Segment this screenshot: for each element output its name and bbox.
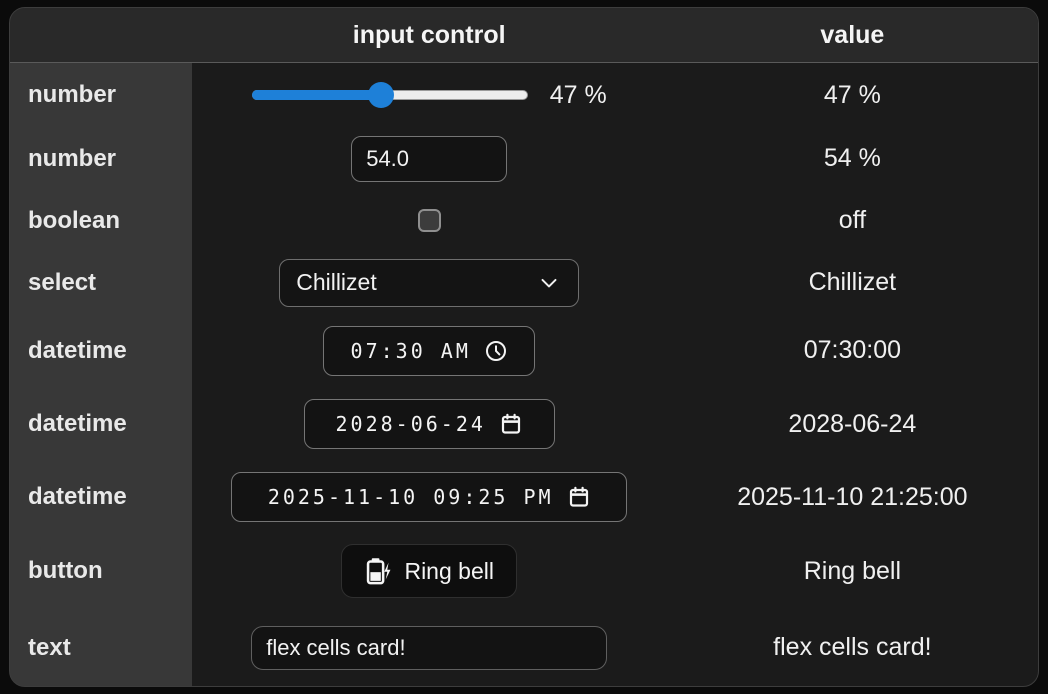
battery-charging-icon	[364, 557, 393, 585]
control-cell: 2028-06-24	[192, 387, 667, 461]
clock-icon[interactable]	[484, 339, 508, 363]
entities-card: input control value number 47 % 47 % num…	[9, 7, 1039, 687]
ring-bell-button[interactable]: Ring bell	[341, 544, 517, 598]
control-cell	[192, 127, 667, 190]
number-input[interactable]	[351, 135, 508, 182]
control-cell: 07:30 AM	[192, 314, 667, 387]
row-label: number	[28, 81, 117, 108]
row-label: button	[28, 557, 103, 584]
text-input[interactable]	[251, 625, 608, 670]
ring-bell-button-label: Ring bell	[404, 557, 494, 584]
date-input[interactable]: 2028-06-24	[303, 399, 555, 449]
calendar-icon[interactable]	[567, 485, 591, 509]
row-label: datetime	[28, 336, 127, 364]
slider-fill	[251, 90, 382, 100]
row-label: number	[28, 144, 117, 172]
control-cell	[192, 190, 667, 251]
control-cell: 47 %	[192, 63, 667, 127]
slider-group: 47 %	[251, 80, 607, 110]
column-header-input-control: input control	[352, 20, 506, 49]
value-cell: Chillizet	[808, 268, 897, 296]
slider-thumb[interactable]	[368, 82, 395, 108]
datetime-input-value: 2025-11-10 09:25 PM	[267, 485, 554, 509]
table-row: boolean off	[10, 190, 1038, 251]
control-cell: Ring bell	[192, 533, 667, 609]
chevron-down-icon	[536, 270, 562, 296]
value-cell: Ring bell	[803, 556, 901, 585]
table-body: number 47 % 47 % number 54 %	[10, 63, 1038, 686]
table-row: datetime 07:30 AM 07:30:00	[10, 314, 1038, 387]
value-cell: 47 %	[823, 80, 881, 109]
row-label: boolean	[28, 206, 121, 234]
select-selected-value: Chillizet	[296, 269, 377, 295]
checkbox[interactable]	[417, 209, 441, 232]
table-row: datetime 2028-06-24 2028-06-24	[10, 387, 1038, 461]
table-row: datetime 2025-11-10 09:25 PM 2025-11-10 …	[10, 461, 1038, 533]
value-cell: 2028-06-24	[788, 409, 917, 438]
row-label: text	[28, 633, 71, 661]
table-row: number 54 %	[10, 127, 1038, 190]
row-label: datetime	[28, 483, 127, 510]
table-row: button Ring bell Ring bell	[10, 533, 1038, 609]
row-label: datetime	[28, 410, 127, 437]
slider[interactable]	[251, 82, 528, 108]
calendar-icon[interactable]	[499, 412, 523, 436]
value-cell: 2025-11-10 21:25:00	[737, 482, 968, 511]
time-input[interactable]: 07:30 AM	[323, 325, 536, 376]
column-header-value: value	[820, 20, 885, 49]
control-cell: 2025-11-10 09:25 PM	[192, 461, 667, 533]
control-cell: Chillizet	[192, 251, 667, 314]
select-dropdown[interactable]: Chillizet	[279, 258, 580, 307]
table-row: select Chillizet Chillizet	[10, 251, 1038, 314]
slider-value-label: 47 %	[549, 80, 607, 109]
datetime-input[interactable]: 2025-11-10 09:25 PM	[231, 472, 628, 522]
value-cell: 54 %	[823, 144, 881, 172]
table-row: number 47 % 47 %	[10, 63, 1038, 127]
time-input-value: 07:30 AM	[350, 338, 471, 363]
value-cell: 07:30:00	[803, 336, 902, 364]
table-row: text flex cells card!	[10, 609, 1038, 686]
control-cell	[192, 609, 667, 686]
date-input-value: 2028-06-24	[335, 412, 486, 436]
value-cell: off	[838, 206, 867, 234]
table-header: input control value	[10, 8, 1038, 63]
row-label: select	[28, 268, 97, 296]
value-cell: flex cells card!	[773, 633, 932, 661]
